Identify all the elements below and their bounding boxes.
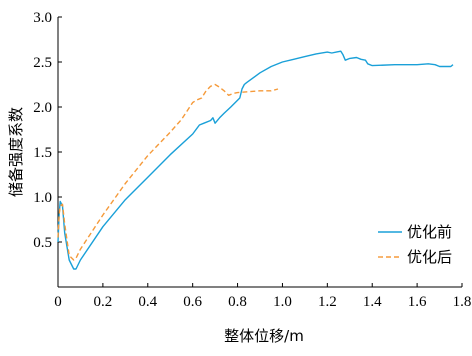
y-tick-label: 1.0	[33, 190, 52, 206]
y-tick-label: 3.0	[33, 10, 52, 26]
x-tick-label: 1.8	[453, 294, 472, 310]
x-tick-label: 1.0	[273, 294, 292, 310]
y-ticks: 0.5 1.0 1.5 2.0 2.5 3.0	[33, 10, 62, 251]
series-line-before	[57, 50, 454, 270]
x-tick-label: 1.4	[363, 294, 382, 310]
x-tick-label: 0	[54, 294, 62, 310]
y-tick-label: 2.5	[33, 55, 52, 71]
y-tick-label: 2.0	[33, 100, 52, 116]
y-axis-label: 储备强度系数	[7, 107, 25, 197]
series-line-after	[57, 83, 279, 261]
x-tick-label: 0.8	[228, 294, 247, 310]
x-tick-label: 1.6	[408, 294, 427, 310]
axes	[57, 17, 462, 288]
y-tick-label: 0.5	[33, 235, 52, 251]
x-ticks: 0 0.2 0.4 0.6 0.8 1.0 1.2 1.4 1.6 1.8	[54, 283, 471, 310]
x-tick-label: 0.2	[94, 294, 113, 310]
x-tick-label: 0.4	[138, 294, 157, 310]
x-tick-label: 0.6	[183, 294, 202, 310]
y-tick-label: 1.5	[33, 145, 52, 161]
x-axis-label: 整体位移/m	[224, 327, 304, 345]
legend-label-after: 优化后	[407, 248, 452, 266]
series-lines	[57, 50, 454, 270]
x-tick-label: 1.2	[318, 294, 337, 310]
legend-label-before: 优化前	[407, 223, 452, 241]
